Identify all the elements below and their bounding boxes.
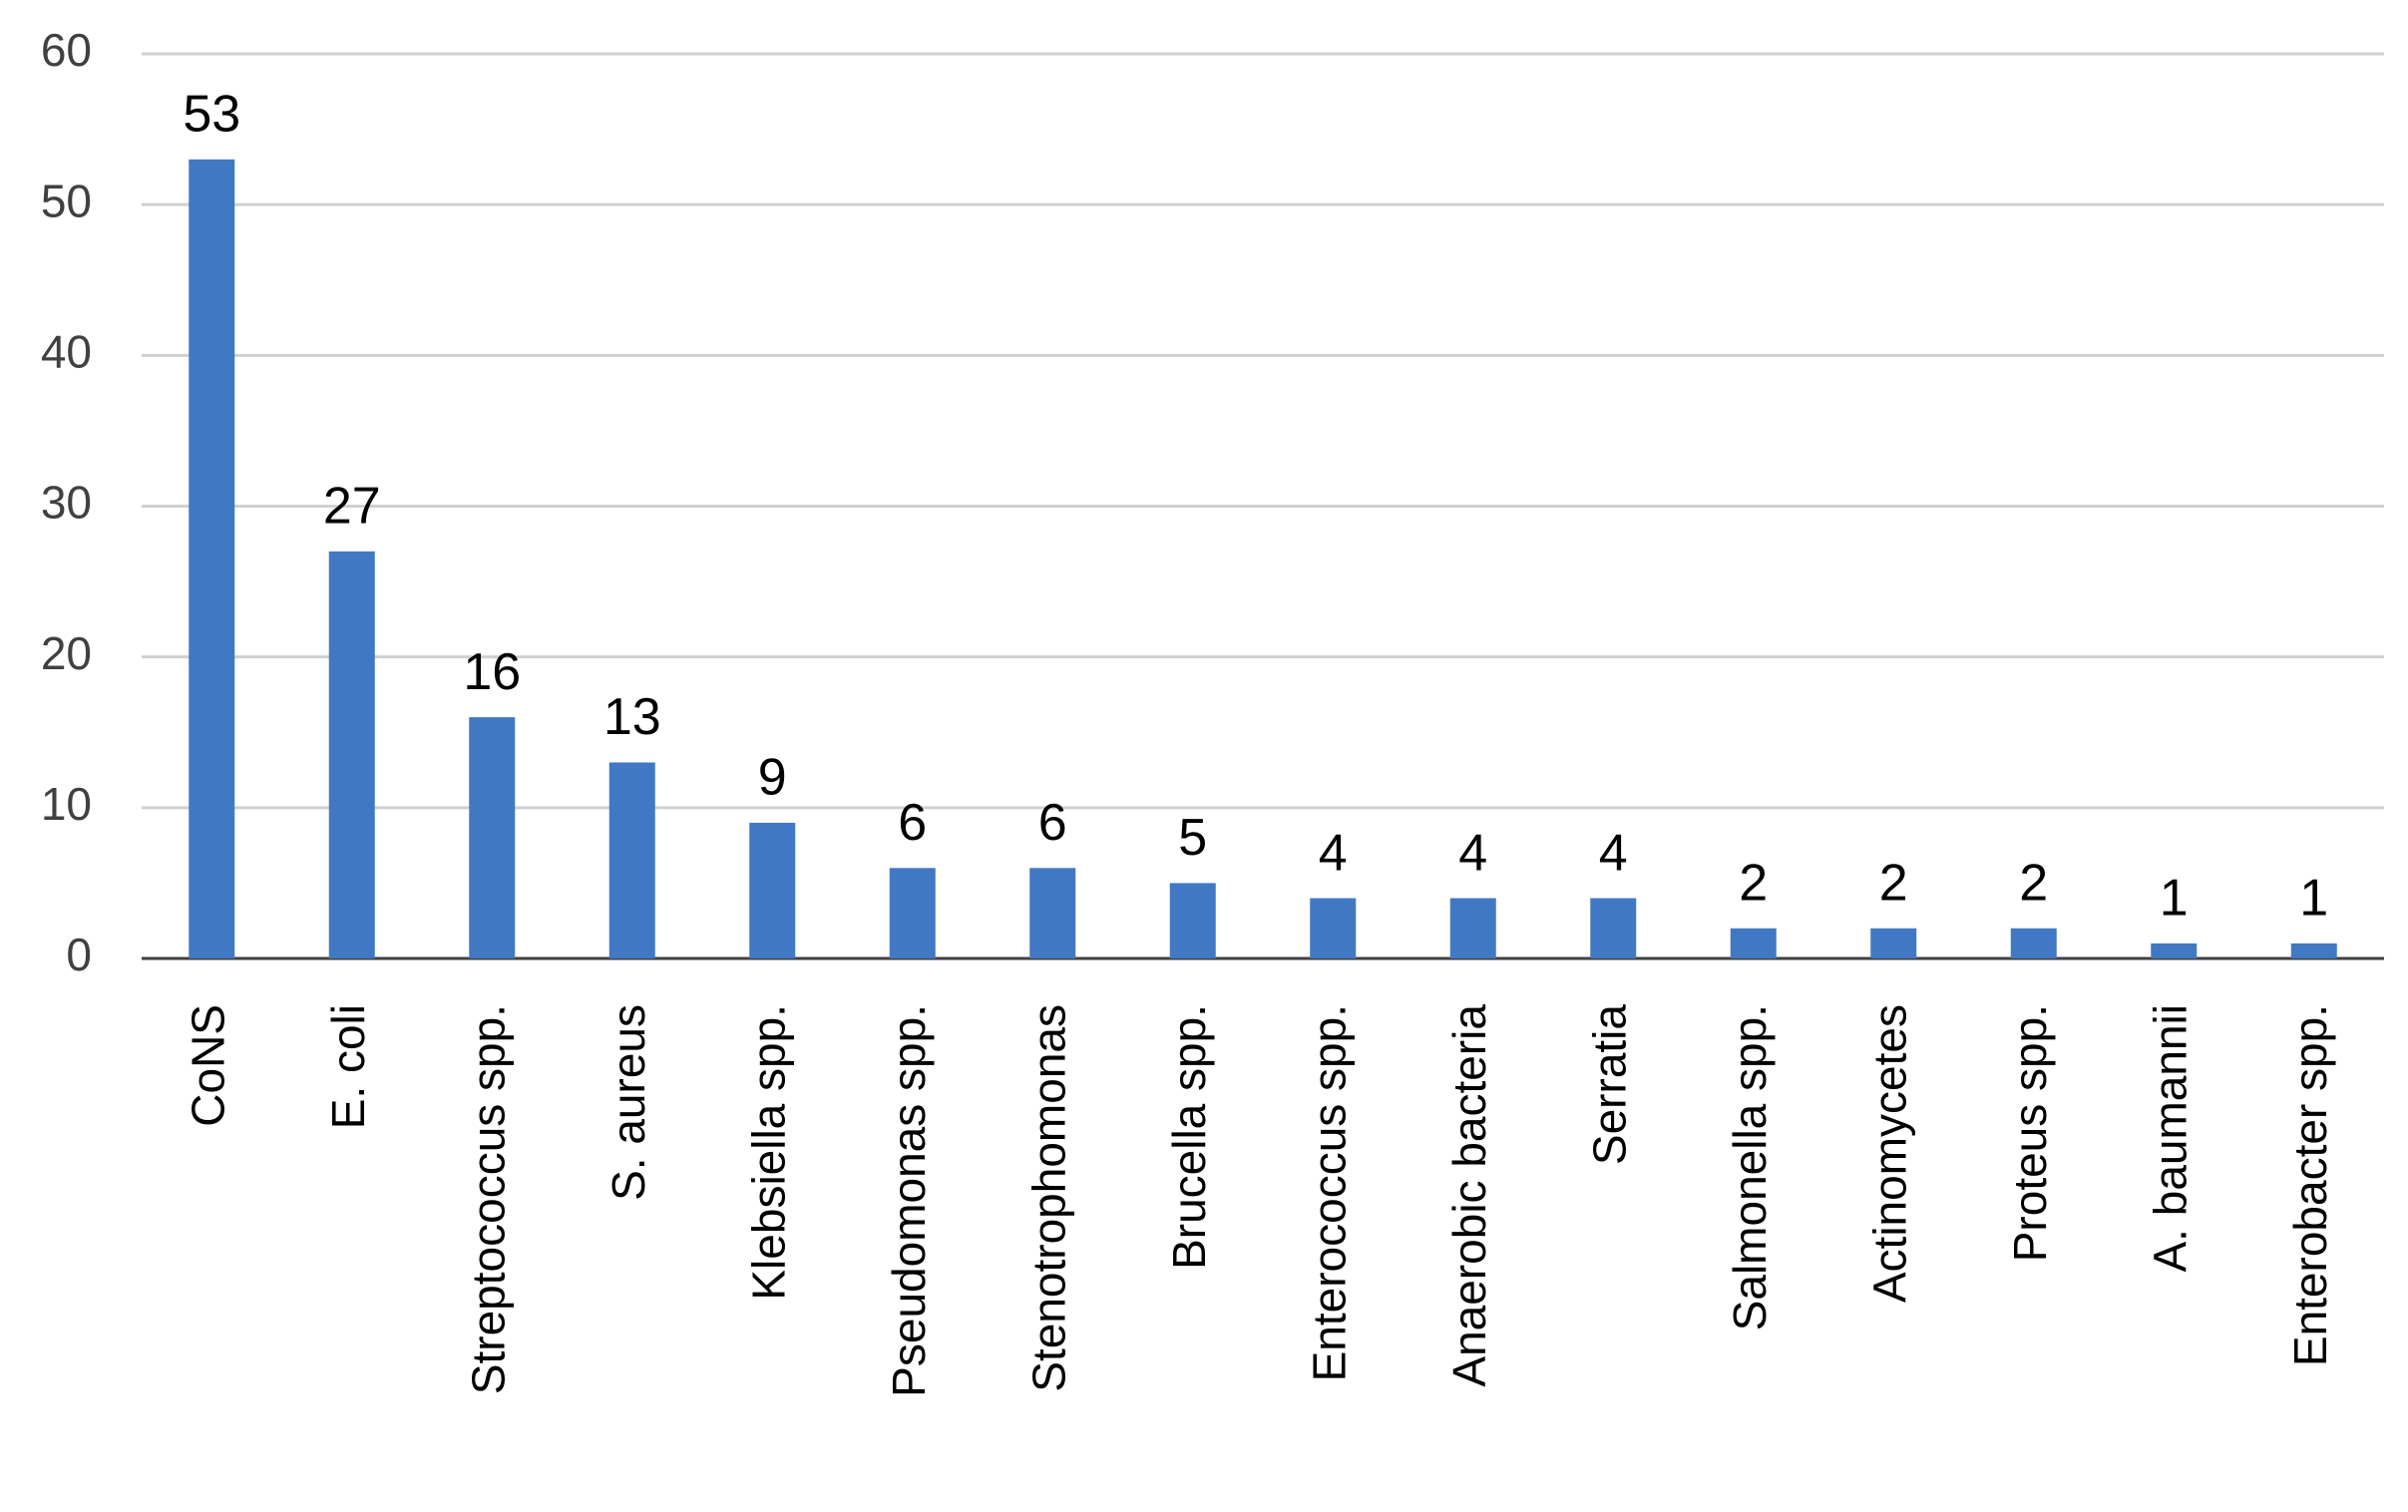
data-label: 4: [1599, 824, 1628, 882]
x-tick-label: S. aureus: [602, 1004, 654, 1201]
bar: [189, 159, 235, 959]
bar: [1449, 898, 1496, 958]
data-label: 53: [183, 86, 240, 144]
data-label: 2: [1739, 855, 1768, 913]
bar: [1029, 868, 1076, 958]
bar: [1310, 898, 1357, 958]
x-tick-label: CoNS: [182, 1004, 233, 1127]
data-label: 1: [2160, 870, 2189, 928]
x-tick-label: Serratia: [1583, 1004, 1635, 1165]
x-tick-label: Klebsiella spp.: [742, 1004, 794, 1301]
bar: [469, 717, 516, 958]
bar: [1730, 928, 1777, 958]
bar: [328, 551, 375, 958]
data-label: 4: [1458, 824, 1487, 882]
data-label: 2: [1879, 855, 1908, 913]
data-label: 6: [1038, 794, 1067, 852]
x-tick-label: Enterococcus spp.: [1303, 1004, 1355, 1381]
bar: [1870, 928, 1917, 958]
data-label: 2: [2019, 855, 2048, 913]
bar: [1169, 883, 1216, 958]
y-tick-label: 10: [41, 778, 92, 830]
x-tick-label: Brucella spp.: [1163, 1004, 1215, 1270]
y-tick-label: 0: [66, 929, 92, 980]
y-tick-label: 20: [41, 627, 92, 679]
data-label: 9: [758, 749, 787, 807]
x-tick-label: E. coli: [322, 1004, 374, 1129]
x-tick-label: Pseudomonas spp.: [883, 1004, 935, 1397]
bar: [889, 868, 936, 958]
data-label: 27: [323, 478, 381, 536]
x-tick-label: Stenotrophomonas: [1022, 1004, 1074, 1392]
bar: [608, 762, 655, 958]
bar: [2151, 943, 2198, 958]
y-tick-label: 60: [41, 24, 92, 76]
data-label: 13: [603, 688, 661, 746]
bar: [1590, 898, 1637, 958]
x-tick-label: Salmonella spp.: [1724, 1004, 1776, 1330]
bar: [2290, 943, 2337, 958]
y-tick-label: 40: [41, 325, 92, 377]
x-tick-label: Actinomycetes: [1863, 1004, 1915, 1303]
data-label: 1: [2299, 870, 2328, 928]
data-label: 6: [898, 794, 927, 852]
bar: [749, 822, 796, 958]
x-tick-label: Streptococcus spp.: [462, 1004, 514, 1394]
x-tick-label: Proteus spp.: [2004, 1004, 2056, 1262]
data-label: 4: [1319, 824, 1348, 882]
y-tick-label: 30: [41, 477, 92, 529]
x-tick-label: Anaerobic bacteria: [1443, 1004, 1495, 1387]
bar: [2010, 928, 2057, 958]
y-tick-label: 50: [41, 175, 92, 226]
data-label: 5: [1178, 809, 1207, 867]
x-tick-label: A. baumannii: [2144, 1004, 2196, 1273]
data-label: 16: [463, 643, 521, 701]
x-tick-label: Enterobacter spp.: [2284, 1004, 2336, 1366]
